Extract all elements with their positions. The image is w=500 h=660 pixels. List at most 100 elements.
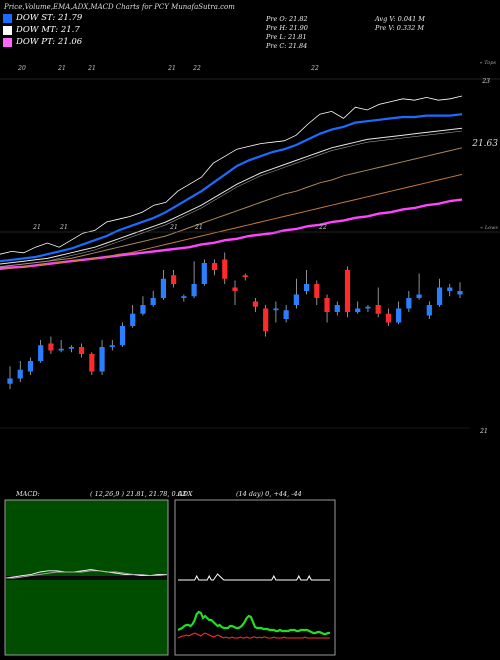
candle-body — [78, 347, 85, 354]
candle-body — [181, 296, 187, 298]
macd-series-line-0 — [5, 569, 167, 579]
candle-body — [396, 308, 402, 323]
candle-body — [283, 310, 289, 319]
legend-swatch-dow-mt — [3, 25, 12, 35]
candle-body — [436, 287, 443, 305]
adx-title: ADX — [177, 490, 193, 498]
price-x-tick-label: 21 — [32, 224, 41, 231]
candle-body — [385, 313, 392, 323]
candle-body — [58, 348, 64, 351]
price-x-tick-label: 21 — [169, 224, 178, 231]
price-x-tick-label: 21 — [59, 224, 68, 231]
ema-series-line-2 — [0, 127, 463, 265]
candle-body — [242, 275, 248, 277]
candle-body — [355, 308, 361, 312]
adx-series-line-2 — [177, 632, 330, 639]
prev-close: Pre C: 21.84 — [266, 42, 308, 50]
candle-body — [457, 291, 463, 295]
avg-volume: Avg V: 0.041 M — [375, 15, 425, 23]
adx-panel: ADX (14 day) 0, +44, -44 — [174, 490, 336, 656]
candle-body — [334, 305, 340, 312]
candle-body — [17, 369, 23, 379]
candle-body — [211, 263, 218, 270]
candle-body — [140, 305, 146, 314]
prev-high: Pre H: 21.90 — [266, 24, 308, 32]
legend-label-dow-mt: DOW MT: 21.7 — [16, 25, 80, 35]
candle-body — [160, 278, 167, 298]
legend-swatch-dow-pt — [3, 37, 12, 47]
ema-y-tick-label: 23 — [481, 78, 490, 85]
macd-panel: MACD: ( 12,26,9 ) 21.81, 21.78, 0.03 — [4, 490, 186, 656]
ema-panel: 20 21 21 21 22 22 « Tops 23 21.63 — [0, 60, 500, 271]
candle-body — [201, 263, 207, 284]
legend-item-dow-st: DOW ST: 21.79 — [3, 13, 82, 23]
candle-body — [48, 343, 54, 351]
candle-body — [27, 361, 34, 372]
macd-zero-band — [6, 576, 167, 580]
candle-body — [426, 305, 432, 316]
ema-last-value-label: 21.63 — [471, 139, 498, 149]
price-x-tick-label: 21 — [194, 224, 203, 231]
legend: DOW ST: 21.79 DOW MT: 21.7 DOW PT: 21.06 — [3, 13, 82, 47]
volume-info: Avg V: 0.041 M Pre V: 0.332 M — [375, 15, 425, 33]
candle-body — [303, 284, 310, 291]
prev-volume: Pre V: 0.332 M — [375, 24, 425, 32]
candle-body — [171, 275, 177, 284]
candle-body — [273, 308, 279, 311]
ema-x-tick-label: 20 — [17, 65, 26, 72]
ohlc-info: Pre O: 21.82 Pre H: 21.90 Pre L: 21.81 P… — [266, 15, 308, 51]
candle-body — [447, 287, 453, 291]
candle-body — [68, 347, 74, 349]
prev-low: Pre L: 21.81 — [266, 33, 307, 41]
legend-label-dow-st: DOW ST: 21.79 — [16, 13, 83, 23]
legend-swatch-dow-st — [3, 13, 12, 23]
ema-series-line-1 — [0, 113, 463, 263]
price-y-tick-label: 21 — [479, 428, 488, 435]
ema-x-tick-label: 22 — [192, 65, 201, 72]
candle-body — [38, 345, 44, 361]
candle-body — [130, 313, 136, 326]
chart-title: Price,Volume,EMA,ADX,MACD Charts for PCY… — [4, 3, 235, 11]
candle-body — [252, 301, 259, 307]
candle-body — [232, 287, 238, 291]
ema-x-tick-label: 21 — [87, 65, 96, 72]
price-panel: 21 21 21 21 22 « Lows 21 — [0, 224, 500, 435]
candle-body — [7, 378, 13, 384]
price-top-label: « Lows — [480, 225, 498, 231]
ema-top-label: « Tops — [480, 60, 497, 66]
ema-series-line-2-b — [0, 130, 463, 268]
candle-body — [324, 298, 330, 312]
ema-series-line-3 — [0, 147, 463, 268]
prev-open: Pre O: 21.82 — [266, 15, 308, 23]
ema-x-tick-label: 21 — [167, 65, 176, 72]
candle-body — [365, 306, 371, 309]
candle-body — [293, 294, 299, 305]
candle-body — [222, 259, 228, 279]
ema-series-line-0 — [0, 95, 463, 255]
candle-body — [99, 347, 105, 372]
candle-body — [191, 284, 197, 297]
candle-body — [344, 270, 351, 312]
ema-x-tick-label: 21 — [57, 65, 66, 72]
candle-body — [263, 308, 269, 332]
legend-item-dow-mt: DOW MT: 21.7 — [3, 25, 82, 35]
ema-series-line-4 — [0, 173, 463, 271]
candle-body — [416, 294, 422, 298]
candle-body — [406, 298, 412, 309]
candle-body — [375, 305, 381, 314]
ema-series-line-5 — [0, 198, 463, 270]
candle-body — [89, 354, 95, 372]
adx-series-line-0 — [178, 573, 330, 581]
macd-params: ( 12,26,9 ) 21.81, 21.78, 0.03 — [90, 490, 186, 498]
candle-body — [150, 298, 156, 305]
legend-item-dow-pt: DOW PT: 21.06 — [3, 37, 82, 47]
price-x-tick-label: 22 — [318, 224, 327, 231]
macd-series-line-1 — [6, 570, 168, 579]
candle-body — [109, 345, 115, 347]
legend-label-dow-pt: DOW PT: 21.06 — [16, 37, 83, 47]
macd-title: MACD: — [15, 490, 40, 498]
ema-x-tick-label: 22 — [310, 65, 319, 72]
adx-params: (14 day) 0, +44, -44 — [236, 490, 302, 498]
candle-body — [119, 326, 126, 346]
adx-series-line-1 — [177, 610, 330, 636]
